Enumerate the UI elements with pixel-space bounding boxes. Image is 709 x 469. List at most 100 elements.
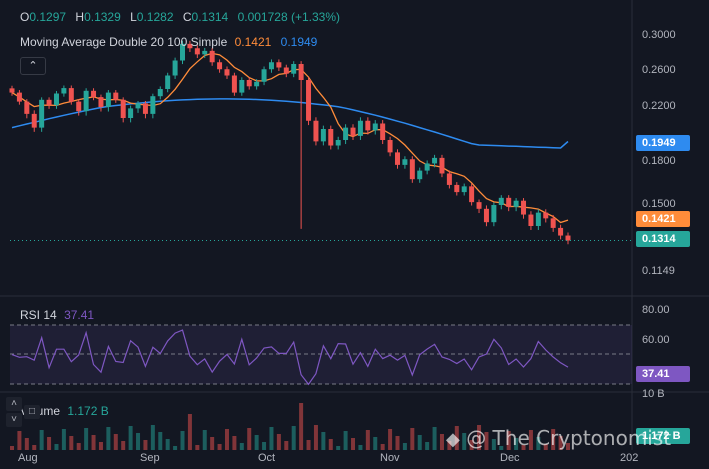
volume-bar — [306, 440, 311, 450]
candle-body — [550, 218, 556, 228]
volume-bar — [328, 439, 333, 450]
candle-body — [498, 197, 504, 205]
time-axis-label: Dec — [500, 452, 520, 464]
candle-body — [343, 127, 349, 140]
volume-bar — [484, 432, 489, 450]
volume-bar — [558, 436, 563, 450]
candle-body — [380, 123, 386, 140]
volume-bar — [528, 430, 533, 450]
candle-body — [417, 170, 423, 180]
candle-body — [157, 89, 163, 97]
volume-bar — [202, 430, 207, 450]
candle-body — [120, 99, 126, 118]
volume-bar — [402, 443, 407, 450]
volume-bar — [113, 434, 118, 450]
chevron-down-icon: ˅ — [11, 414, 17, 425]
candle-body — [246, 80, 252, 87]
volume-bar — [551, 429, 556, 450]
candle-body — [565, 235, 571, 241]
volume-value-tag: 1.172 B — [636, 428, 690, 444]
volume-bar — [454, 426, 459, 450]
pane-up-button[interactable]: ˄ — [6, 397, 22, 411]
rsi-name: RSI — [20, 308, 41, 322]
pane-down-button[interactable]: ˅ — [6, 413, 22, 427]
candle-body — [387, 140, 393, 153]
chevron-up-icon: ˄ — [11, 398, 17, 409]
volume-bar — [321, 432, 326, 450]
high-label: H — [75, 10, 85, 24]
candle-body — [76, 101, 82, 112]
volume-bar — [521, 445, 526, 450]
ma-fast-line — [11, 52, 569, 224]
volume-bar — [380, 444, 385, 450]
ma-legend[interactable]: Moving Average Double 20 100 Simple 0.14… — [20, 35, 317, 49]
candle-body — [535, 212, 541, 226]
candle-body — [558, 227, 564, 236]
candle-body — [46, 99, 52, 106]
volume-bar — [365, 430, 370, 450]
volume-bar — [536, 437, 541, 450]
collapse-legend-button[interactable]: ⌃ — [20, 57, 46, 75]
candle-body — [394, 152, 400, 165]
watermark-text: @ The Cryptonomist — [466, 426, 672, 450]
open-label: O — [20, 10, 30, 24]
price-axis-label: 0.1149 — [642, 265, 675, 277]
ma-fast-value: 0.1421 — [234, 35, 272, 49]
candle-body — [402, 159, 408, 165]
volume-bar — [143, 440, 148, 450]
volume-bar — [150, 425, 155, 450]
rsi-line — [11, 329, 569, 386]
candle-body — [172, 60, 178, 76]
candle-body — [68, 88, 74, 102]
candle-body — [328, 129, 334, 146]
candle-body — [454, 184, 460, 193]
volume-bar — [269, 427, 274, 450]
ma-slow-line — [11, 98, 569, 149]
candle-body — [135, 103, 141, 109]
candle-body — [217, 62, 223, 70]
volume-bar — [232, 436, 237, 450]
volume-bar — [410, 428, 415, 450]
candle-body — [491, 205, 497, 223]
volume-bar — [373, 437, 378, 450]
open-value: 0.1297 — [29, 10, 67, 24]
candle-body — [350, 127, 356, 136]
volume-bar — [158, 432, 163, 450]
volume-bar — [61, 429, 66, 450]
candle-body — [53, 93, 59, 106]
candle-body — [202, 50, 208, 55]
volume-bar — [388, 429, 393, 450]
candle-body — [239, 80, 245, 93]
volume-bar — [299, 403, 304, 450]
candle-body — [276, 62, 282, 68]
candle-body — [476, 202, 482, 209]
price-axis-label: 0.3000 — [642, 29, 676, 41]
price-axis-label: 0.1800 — [642, 155, 676, 167]
volume-bar — [136, 433, 141, 450]
candle-body — [91, 90, 97, 98]
candle-body — [98, 97, 104, 107]
volume-bar — [32, 445, 37, 450]
maximize-icon: □ — [28, 406, 36, 417]
volume-bar — [98, 442, 103, 450]
rsi-legend[interactable]: RSI 14 37.41 — [20, 308, 94, 322]
pane-maximize-button[interactable]: □ — [24, 405, 40, 419]
volume-bar — [121, 441, 126, 450]
candle-body — [313, 120, 319, 142]
volume-bar — [506, 431, 511, 450]
candle-body — [409, 159, 415, 180]
candle-body — [506, 197, 512, 207]
rsi-axis-label: 60.00 — [642, 334, 670, 346]
candle-body — [83, 90, 89, 112]
volume-bar — [106, 427, 111, 450]
candle-body — [372, 123, 378, 131]
candle-body — [357, 120, 363, 136]
candle-body — [283, 67, 289, 74]
price-axis-label: 0.2600 — [642, 64, 676, 76]
candle-body — [150, 96, 156, 114]
candle-body — [180, 43, 186, 61]
binance-logo-icon: ◆ — [446, 429, 460, 450]
volume-bar — [351, 438, 356, 450]
volume-bar — [84, 428, 89, 450]
candle-body — [291, 64, 297, 74]
